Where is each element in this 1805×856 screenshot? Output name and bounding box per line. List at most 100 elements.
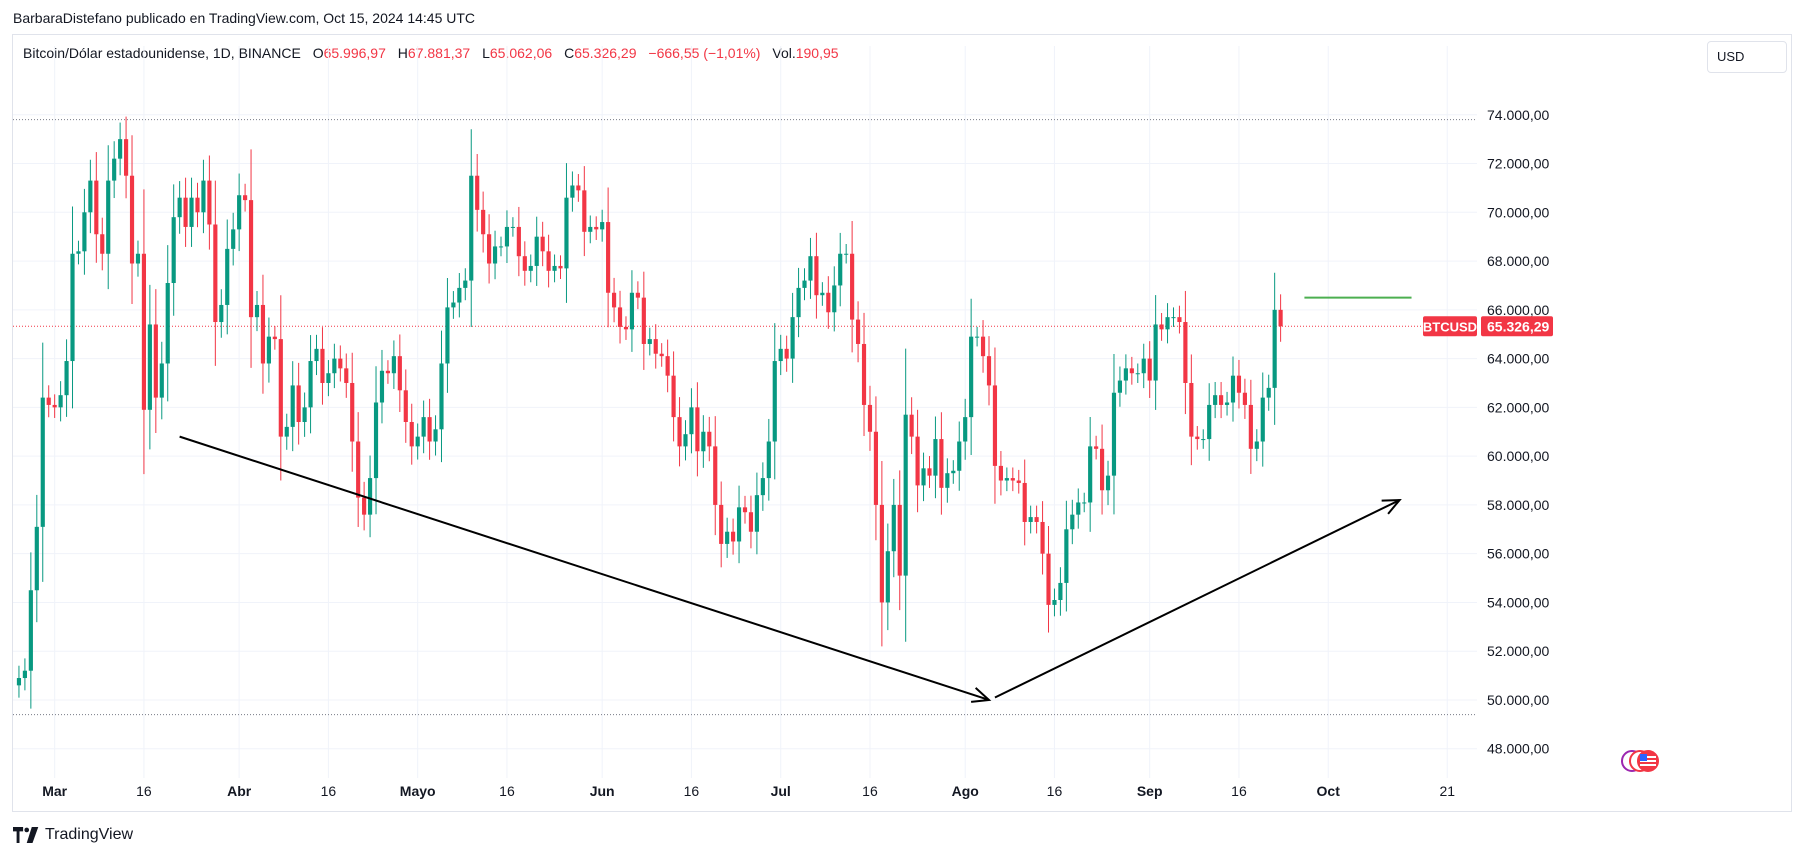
- candle-body-down: [671, 375, 676, 418]
- candle-body-up: [736, 507, 742, 542]
- candle-body-down: [213, 224, 218, 323]
- candle-body-down: [998, 465, 1003, 481]
- candle-body-down: [475, 175, 480, 210]
- candle-body-up: [70, 253, 75, 362]
- uptrend-arrow-line: [994, 499, 1401, 699]
- candle-body-up: [832, 285, 837, 313]
- candle-body-down: [1278, 309, 1283, 327]
- y-tick-label: 56.000,00: [1487, 546, 1549, 562]
- candle-body-up: [1230, 375, 1236, 403]
- candle-body-up: [689, 407, 694, 435]
- candle-body-down: [992, 385, 998, 466]
- candle-body-down: [719, 504, 724, 544]
- candle-body-up: [1004, 478, 1009, 481]
- volume-value: 190,95: [795, 45, 839, 61]
- candle-body-down: [243, 195, 248, 201]
- candle-body-down: [582, 190, 587, 232]
- candle-body-up: [332, 358, 337, 374]
- candle-body-up: [492, 246, 498, 264]
- candle-body-up: [963, 417, 968, 442]
- candle-body-up: [1058, 582, 1063, 600]
- y-tick-label: 66.000,00: [1487, 302, 1549, 318]
- candle-body-down: [129, 175, 135, 264]
- currency-selector[interactable]: USD: [1707, 41, 1787, 73]
- candle-body-down: [540, 236, 545, 252]
- candle-body-up: [451, 302, 456, 308]
- candle-body-up: [1135, 373, 1140, 375]
- candle-body-up: [1123, 368, 1128, 381]
- candle-body-down: [320, 348, 325, 383]
- candle-body-down: [850, 253, 855, 320]
- x-tick-label: 16: [862, 783, 878, 799]
- last-price-label: 65.326,29: [1487, 318, 1549, 334]
- x-tick-label: 16: [499, 783, 515, 799]
- candle-body-up: [439, 363, 444, 430]
- candle-body-down: [1099, 448, 1105, 491]
- candle-body-up: [570, 185, 575, 198]
- flag-badge-icon[interactable]: [1621, 748, 1661, 774]
- candle-body-down: [731, 531, 736, 542]
- candle-body-up: [933, 439, 938, 476]
- y-tick-label: 60.000,00: [1487, 448, 1549, 464]
- candle-body-up: [64, 361, 69, 396]
- candle-body-down: [350, 382, 355, 442]
- x-tick-label: Oct: [1317, 783, 1341, 799]
- candle-body-up: [1213, 395, 1218, 405]
- candle-body-up: [564, 197, 569, 269]
- candle-body-up: [552, 265, 557, 271]
- candle-body-down: [707, 431, 712, 447]
- candle-body-up: [367, 478, 373, 515]
- candle-body-down: [873, 431, 879, 505]
- candle-body-up: [314, 348, 319, 362]
- candle-body-up: [957, 441, 962, 471]
- candle-body-down: [94, 180, 99, 235]
- candle-body-down: [623, 326, 629, 330]
- candle-body-down: [1016, 480, 1021, 483]
- candle-body-up: [504, 226, 510, 247]
- candle-body-up: [76, 251, 81, 254]
- candle-body-up: [433, 429, 438, 442]
- candle-body-up: [118, 139, 123, 159]
- candle-body-down: [1129, 368, 1134, 374]
- y-tick-label: 54.000,00: [1487, 594, 1549, 610]
- candle-body-down: [248, 200, 254, 318]
- change-value: −666,55 (−1,01%): [648, 45, 761, 61]
- candle-body-down: [939, 439, 944, 488]
- uptrend-arrow-head: [1381, 498, 1402, 515]
- candle-body-down: [207, 180, 212, 225]
- candle-body-up: [683, 434, 688, 447]
- candle-body-up: [1141, 358, 1146, 374]
- y-tick-label: 68.000,00: [1487, 253, 1549, 269]
- candle-body-down: [1022, 482, 1027, 522]
- candle-body-down: [344, 368, 349, 383]
- candle-body-down: [784, 348, 789, 359]
- candle-body-up: [1260, 397, 1265, 442]
- candle-body-up: [82, 212, 87, 252]
- y-tick-label: 50.000,00: [1487, 692, 1549, 708]
- candle-body-up: [588, 226, 593, 232]
- x-tick-label: 16: [321, 783, 337, 799]
- x-tick-label: Mayo: [400, 783, 436, 799]
- candle-body-up: [135, 253, 141, 264]
- candle-body-down: [1195, 436, 1200, 440]
- candle-body-up: [629, 292, 635, 330]
- candle-body-up: [701, 431, 706, 452]
- candle-body-down: [272, 336, 277, 340]
- candle-body-down: [594, 226, 599, 230]
- candle-body-up: [254, 304, 260, 318]
- footer-brand[interactable]: TradingView: [13, 826, 133, 844]
- candle-body-up: [802, 280, 807, 288]
- candle-body-up: [838, 253, 843, 286]
- symbol-info[interactable]: Bitcoin/Dólar estadounidense, 1D, BINANC…: [23, 45, 301, 61]
- candle-body-down: [606, 222, 611, 293]
- low-label: L: [482, 45, 490, 61]
- candle-body-up: [600, 222, 605, 230]
- candle-body-down: [814, 256, 819, 296]
- candle-body-down: [1034, 517, 1039, 522]
- candle-body-up: [790, 317, 795, 359]
- candle-body-down: [558, 265, 563, 269]
- candle-body-up: [1254, 441, 1259, 449]
- candle-body-down: [1242, 392, 1247, 405]
- candle-body-down: [481, 209, 486, 235]
